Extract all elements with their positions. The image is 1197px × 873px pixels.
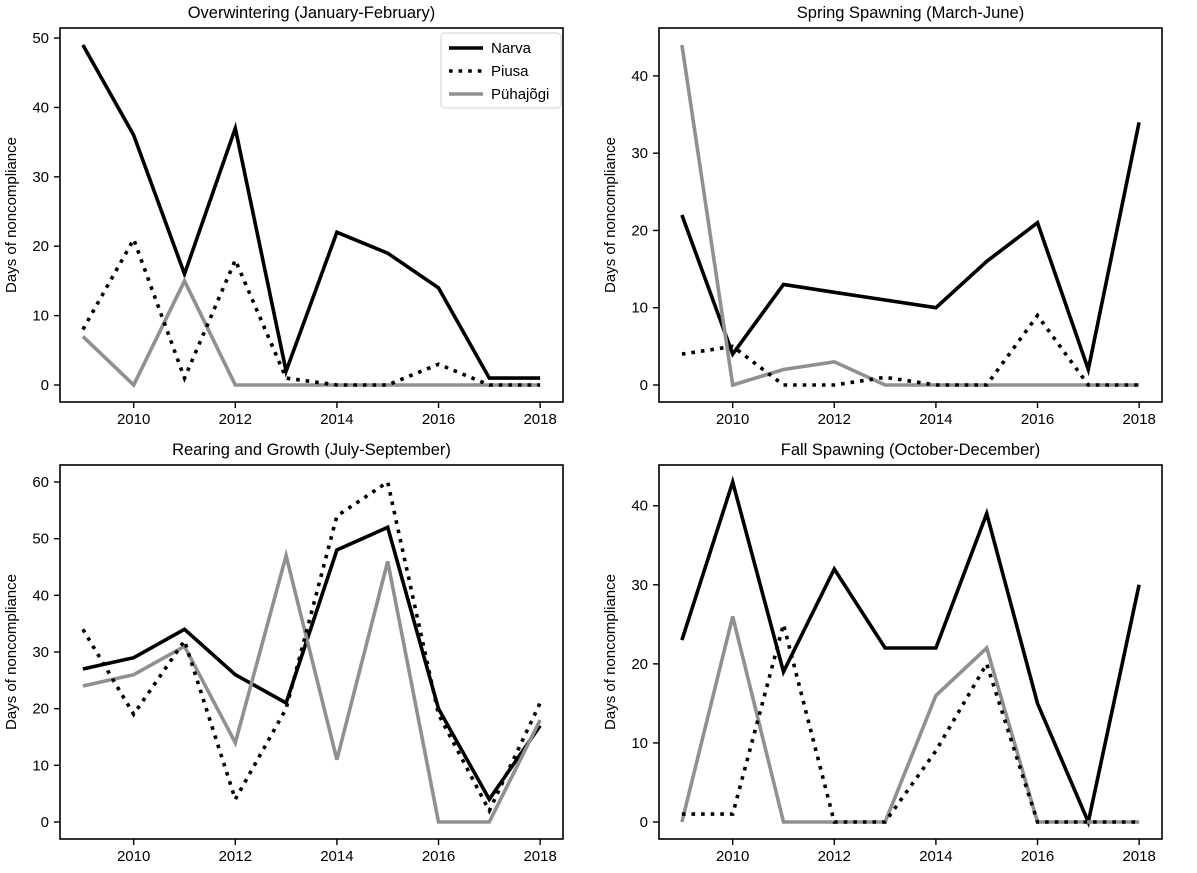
plot-border [59,464,564,840]
y-tick-label: 0 [41,377,49,394]
y-tick-label: 40 [32,99,49,116]
y-tick-label: 40 [631,498,648,515]
y-tick-label: 60 [32,474,49,491]
chart-title: Overwintering (January-February) [188,4,436,22]
x-tick-label: 2018 [523,411,556,428]
x-tick-label: 2010 [716,411,749,428]
narva-line [81,44,541,380]
narva-line [680,475,1141,828]
legend: Narva Piusa Pühajõgi [440,32,562,109]
puhajogi-line [680,615,1140,824]
chart-rearing-growth: Rearing and Growth (July-September) Days … [3,441,564,865]
legend-box [440,32,562,109]
chart-spring-spawning: Spring Spawning (March-June) Days of nonc… [602,4,1163,428]
y-axis-label: Days of noncompliance [3,137,20,293]
x-tick-label: 2016 [422,411,455,428]
y-tick-label: 10 [631,300,648,317]
y-tick-label: 40 [32,587,49,604]
x-tick-label: 2016 [422,848,455,865]
y-tick-label: 40 [631,68,648,85]
x-tick-label: 2018 [1122,848,1155,865]
puhajogi-line [82,548,542,824]
plot-border [59,27,564,403]
x-tick-label: 2014 [919,848,952,865]
y-tick-label: 20 [32,701,49,718]
chart-overwintering: Overwintering (January-February) Days of … [3,4,564,428]
x-tick-label: 2016 [1021,411,1054,428]
y-tick-label: 20 [631,222,648,239]
y-tick-label: 50 [32,531,49,548]
y-tick-label: 30 [32,169,49,186]
plot-border [658,464,1163,840]
narva-line [82,524,542,803]
piusa-line [81,235,541,387]
x-tick-label: 2010 [716,848,749,865]
piusa-line [681,617,1140,824]
chart-title: Rearing and Growth (July-September) [172,441,451,459]
y-tick-label: 30 [32,644,49,661]
y-tick-label: 10 [32,757,49,774]
piusa-line [81,479,542,815]
y-tick-label: 10 [32,308,49,325]
y-tick-label: 30 [631,577,648,594]
chart-fall-spawning: Fall Spawning (October-December) Days of … [602,441,1163,865]
puhajogi-line [81,276,541,389]
piusa-line [681,312,1140,387]
x-tick-label: 2012 [818,848,851,865]
chart-title: Spring Spawning (March-June) [797,4,1024,22]
y-tick-label: 30 [631,145,648,162]
x-tick-label: 2010 [117,411,150,428]
chart-title: Fall Spawning (October-December) [781,441,1041,459]
x-tick-label: 2010 [117,848,150,865]
x-tick-label: 2012 [818,411,851,428]
x-tick-label: 2018 [523,848,556,865]
x-tick-label: 2014 [919,411,952,428]
x-tick-label: 2016 [1021,848,1054,865]
plot-border [658,27,1163,403]
legend-label: Piusa [491,63,529,80]
y-tick-label: 20 [631,656,648,673]
y-tick-label: 50 [32,30,49,47]
y-tick-label: 0 [640,377,648,394]
legend-label: Narva [491,40,532,57]
y-tick-label: 20 [32,238,49,255]
puhajogi-line [680,44,1140,388]
narva-line [680,121,1141,377]
x-tick-label: 2012 [219,411,252,428]
y-tick-label: 0 [41,814,49,831]
x-tick-label: 2014 [320,848,353,865]
y-tick-label: 10 [631,735,648,752]
x-tick-label: 2018 [1122,411,1155,428]
y-tick-label: 0 [640,814,648,831]
x-tick-label: 2014 [320,411,353,428]
y-axis-label: Days of noncompliance [602,137,619,293]
legend-label: Pühajõgi [491,86,549,103]
x-tick-label: 2012 [219,848,252,865]
y-axis-label: Days of noncompliance [3,574,20,730]
y-axis-label: Days of noncompliance [602,574,619,730]
